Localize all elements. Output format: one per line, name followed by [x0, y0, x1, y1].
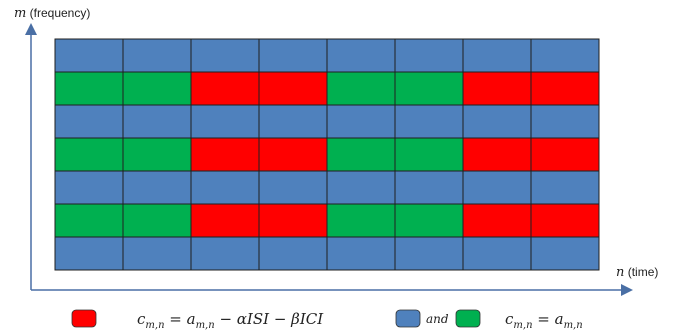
grid-cell-r1-c1	[122, 71, 192, 106]
grid-cell-r5-c1	[122, 203, 192, 238]
grid-cell-r0-c1	[122, 38, 192, 73]
grid-cell-r0-c6	[462, 38, 532, 73]
grid-cell-r1-c7	[530, 71, 600, 106]
grid-cell-r2-c7	[530, 104, 600, 139]
grid-cell-r3-c3	[258, 137, 328, 172]
grid-cell-r6-c4	[326, 236, 396, 271]
grid-cell-r1-c4	[326, 71, 396, 106]
legend-green-swatch	[455, 309, 481, 328]
grid-cell-r5-c0	[54, 203, 124, 238]
grid-cell-r3-c1	[122, 137, 192, 172]
grid-cell-r4-c7	[530, 170, 600, 205]
grid-cell-r4-c5	[394, 170, 464, 205]
legend-red-equation: cm,n = am,n − αISI − βICI	[137, 310, 324, 331]
grid-cell-r6-c6	[462, 236, 532, 271]
grid-cell-r3-c6	[462, 137, 532, 172]
grid-cell-r4-c0	[54, 170, 124, 205]
grid-cell-r3-c7	[530, 137, 600, 172]
grid-cell-r1-c6	[462, 71, 532, 106]
grid-cell-r4-c1	[122, 170, 192, 205]
grid-cell-r1-c5	[394, 71, 464, 106]
grid-cell-r4-c6	[462, 170, 532, 205]
grid-cell-r4-c3	[258, 170, 328, 205]
y-axis-label: m (frequency)	[14, 6, 90, 21]
grid-cell-r3-c2	[190, 137, 260, 172]
grid-cell-r2-c6	[462, 104, 532, 139]
x-axis-unit: (time)	[624, 265, 658, 279]
grid-cell-r6-c3	[258, 236, 328, 271]
grid-cell-r5-c3	[258, 203, 328, 238]
grid-cell-r2-c4	[326, 104, 396, 139]
grid-cell-r0-c7	[530, 38, 600, 73]
grid-cell-r6-c2	[190, 236, 260, 271]
grid-cell-r0-c4	[326, 38, 396, 73]
legend-blue-green-equation: cm,n = am,n	[505, 310, 583, 331]
grid-cell-r0-c2	[190, 38, 260, 73]
grid-cell-r4-c2	[190, 170, 260, 205]
grid-cell-r5-c2	[190, 203, 260, 238]
legend-blue-swatch	[395, 309, 421, 328]
x-axis-var: n	[616, 265, 624, 280]
legend-red-swatch	[71, 309, 97, 328]
grid-cell-r0-c5	[394, 38, 464, 73]
grid-cell-r4-c4	[326, 170, 396, 205]
grid-cell-r2-c2	[190, 104, 260, 139]
grid-cell-r2-c3	[258, 104, 328, 139]
grid-cell-r0-c3	[258, 38, 328, 73]
grid-cell-r6-c5	[394, 236, 464, 271]
grid-cell-r6-c7	[530, 236, 600, 271]
y-axis-unit: (frequency)	[26, 6, 90, 20]
grid-cell-r1-c2	[190, 71, 260, 106]
grid-cell-r1-c3	[258, 71, 328, 106]
grid-cell-r1-c0	[54, 71, 124, 106]
legend-connector: and	[426, 312, 449, 326]
grid-cell-r5-c4	[326, 203, 396, 238]
grid-cell-r0-c0	[54, 38, 124, 73]
grid-cell-r3-c5	[394, 137, 464, 172]
grid-cell-r6-c1	[122, 236, 192, 271]
grid-cell-r5-c6	[462, 203, 532, 238]
grid-cell-r5-c5	[394, 203, 464, 238]
grid-cell-r5-c7	[530, 203, 600, 238]
grid-cell-r6-c0	[54, 236, 124, 271]
y-axis-var: m	[14, 6, 26, 21]
grid-cell-r3-c0	[54, 137, 124, 172]
x-axis-label: n (time)	[616, 265, 658, 280]
grid-cell-r3-c4	[326, 137, 396, 172]
legend: cm,n = am,n − αISI − βICI and cm,n = am,…	[71, 309, 583, 331]
grid-cell-r2-c5	[394, 104, 464, 139]
grid-cell-r2-c0	[54, 104, 124, 139]
resource-grid	[54, 38, 600, 271]
grid-cell-r2-c1	[122, 104, 192, 139]
